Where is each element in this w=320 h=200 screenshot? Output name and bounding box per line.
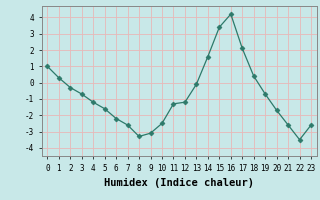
X-axis label: Humidex (Indice chaleur): Humidex (Indice chaleur) [104, 178, 254, 188]
